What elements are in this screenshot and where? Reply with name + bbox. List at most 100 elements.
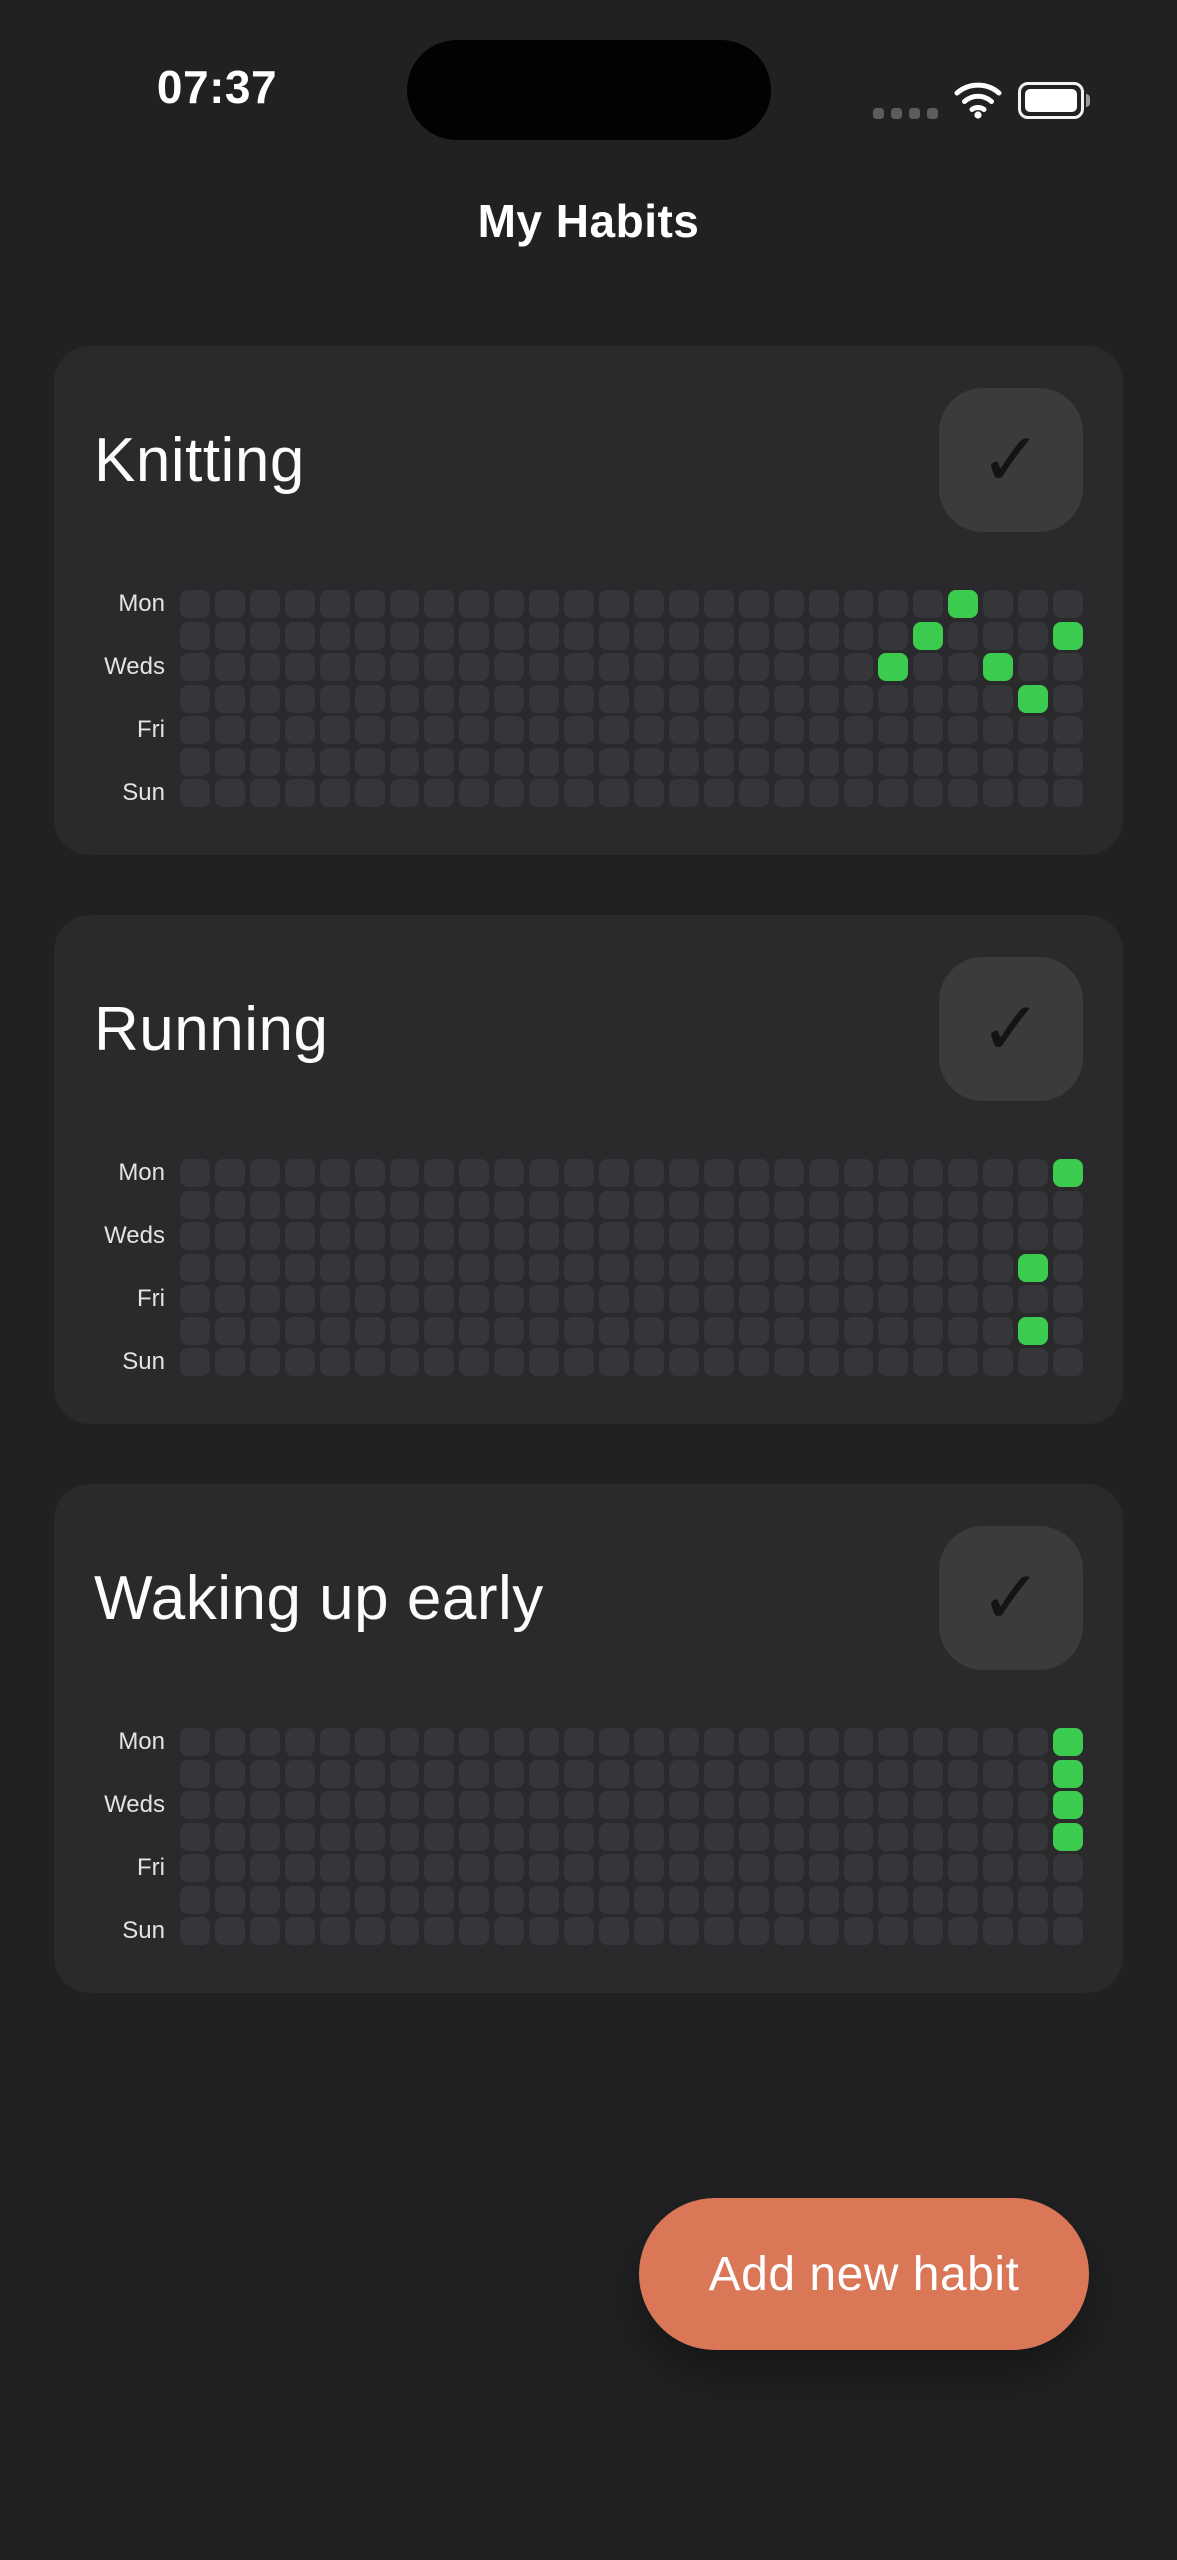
heatmap-cell xyxy=(494,1222,525,1250)
heatmap-cell xyxy=(249,1159,280,1187)
heatmap-cell xyxy=(983,1885,1014,1914)
heatmap-cell xyxy=(738,653,769,681)
habit-check-button[interactable]: ✓ xyxy=(939,1526,1083,1670)
heatmap-cell xyxy=(494,1917,525,1945)
heatmap-cell xyxy=(599,747,629,776)
heatmap-cell xyxy=(180,1190,210,1219)
heatmap-cell xyxy=(738,1348,769,1376)
heatmap-cell xyxy=(354,621,385,650)
heatmap-cell xyxy=(668,1885,699,1914)
heatmap-cell xyxy=(424,1316,455,1345)
heatmap-cell xyxy=(319,779,350,807)
heatmap-cell xyxy=(529,653,560,681)
heatmap-cell xyxy=(633,1885,664,1914)
heatmap-cell xyxy=(738,1759,769,1788)
heatmap-cell xyxy=(424,1159,455,1187)
heatmap-cell xyxy=(284,1190,315,1219)
heatmap-cell xyxy=(494,747,525,776)
habit-card[interactable]: Knitting ✓ Mon Weds Fri Sun xyxy=(54,346,1123,855)
heatmap-cell xyxy=(878,1791,909,1819)
heatmap-cell xyxy=(773,653,804,681)
heatmap-cell xyxy=(424,1285,455,1313)
checkmark-icon: ✓ xyxy=(979,1555,1042,1641)
heatmap-cell xyxy=(948,653,979,681)
day-label: Sun xyxy=(122,1348,165,1375)
day-label: Weds xyxy=(104,1222,165,1249)
heatmap-cell xyxy=(564,1190,595,1219)
heatmap-cell xyxy=(529,590,560,618)
heatmap-cell xyxy=(599,1190,629,1219)
heatmap-cell xyxy=(214,590,245,618)
heatmap-cell xyxy=(843,1917,874,1945)
heatmap-cell xyxy=(389,1917,420,1945)
heatmap-cell xyxy=(703,590,734,618)
heatmap-cell xyxy=(1018,684,1049,713)
heatmap-cell xyxy=(459,684,490,713)
heatmap-cell xyxy=(913,1253,944,1282)
heatmap-cell xyxy=(843,1190,874,1219)
heatmap-cell xyxy=(948,1917,979,1945)
heatmap-cell xyxy=(1018,1728,1049,1756)
add-new-habit-button[interactable]: Add new habit xyxy=(639,2198,1089,2350)
heatmap-cell xyxy=(180,684,210,713)
heatmap-cell xyxy=(529,1159,560,1187)
heatmap-cell xyxy=(249,1316,280,1345)
heatmap-cell xyxy=(354,653,385,681)
habit-card-header: Running ✓ xyxy=(94,957,1083,1101)
heatmap-cell xyxy=(703,1222,734,1250)
heatmap-cell xyxy=(878,684,909,713)
heatmap-cell xyxy=(599,1791,629,1819)
heatmap-cell xyxy=(354,1791,385,1819)
heatmap-cell xyxy=(983,779,1014,807)
habit-heatmap xyxy=(180,590,1083,807)
heatmap-cell xyxy=(529,1728,560,1756)
heatmap-cell xyxy=(843,1348,874,1376)
heatmap-cell xyxy=(494,590,525,618)
heatmap-cell xyxy=(668,684,699,713)
habit-check-button[interactable]: ✓ xyxy=(939,388,1083,532)
heatmap-cell xyxy=(703,653,734,681)
heatmap-cell xyxy=(703,1917,734,1945)
heatmap-cell xyxy=(319,1854,350,1882)
day-label: Sun xyxy=(122,1917,165,1944)
heatmap-cell xyxy=(913,1285,944,1313)
heatmap-cell xyxy=(214,1822,245,1851)
heatmap-cell xyxy=(983,621,1014,650)
heatmap-cell xyxy=(843,1822,874,1851)
heatmap-cell xyxy=(284,1822,315,1851)
heatmap-cell xyxy=(284,1222,315,1250)
habit-card[interactable]: Waking up early ✓ Mon Weds Fri Sun xyxy=(54,1484,1123,1993)
heatmap-cell xyxy=(424,684,455,713)
heatmap-cell xyxy=(424,779,455,807)
heatmap-cell xyxy=(878,1759,909,1788)
heatmap-cell xyxy=(494,1348,525,1376)
heatmap-cell xyxy=(529,716,560,744)
heatmap-cell xyxy=(738,716,769,744)
heatmap-cell xyxy=(738,684,769,713)
heatmap-cell xyxy=(808,747,839,776)
heatmap-cell xyxy=(738,1190,769,1219)
heatmap-cell xyxy=(773,1190,804,1219)
heatmap-cell xyxy=(843,1222,874,1250)
heatmap-cell xyxy=(948,716,979,744)
heatmap-cell xyxy=(599,653,629,681)
heatmap-cell xyxy=(808,1822,839,1851)
heatmap-cell xyxy=(389,1159,420,1187)
heatmap-cell xyxy=(214,1917,245,1945)
heatmap-cell xyxy=(948,1759,979,1788)
heatmap-cell xyxy=(913,747,944,776)
heatmap-cell xyxy=(319,1759,350,1788)
heatmap-cell xyxy=(424,1348,455,1376)
heatmap-cell xyxy=(808,1885,839,1914)
heatmap-cell xyxy=(494,1791,525,1819)
heatmap-cell xyxy=(913,1917,944,1945)
heatmap-cell xyxy=(808,1917,839,1945)
heatmap-cell xyxy=(773,1222,804,1250)
heatmap-cell xyxy=(1018,1885,1049,1914)
heatmap-cell xyxy=(843,621,874,650)
habit-card[interactable]: Running ✓ Mon Weds Fri Sun xyxy=(54,915,1123,1424)
heatmap-cell xyxy=(599,1253,629,1282)
heatmap-cell xyxy=(913,1822,944,1851)
heatmap-cell xyxy=(599,621,629,650)
habit-check-button[interactable]: ✓ xyxy=(939,957,1083,1101)
